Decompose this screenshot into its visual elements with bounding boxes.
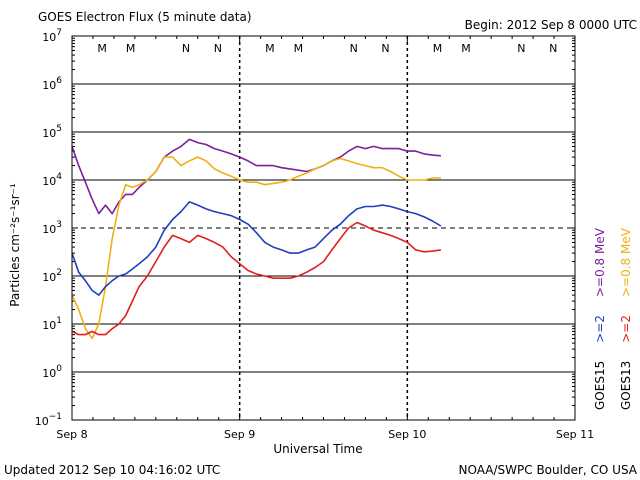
source-label: NOAA/SWPC Boulder, CO USA [459,463,638,477]
mn-marker: N [350,42,358,55]
y-tick-label: 107 [42,28,62,44]
legend-group-0: GOES15 >=2 >=0.8 MeV [593,227,607,410]
x-tick-label: Sep 9 [224,428,255,441]
x-axis-label: Universal Time [273,442,362,456]
y-tick-label: 101 [42,316,62,332]
x-tick-label: Sep 8 [56,428,87,441]
series-line-2 [71,201,442,296]
grid [72,83,575,373]
mn-marker: M [97,42,107,55]
day-separators [238,36,409,420]
legend-entry: >=0.8 MeV [619,227,633,297]
mn-marker: N [517,42,525,55]
legend-entry: >=2 [593,315,607,343]
y-tick-label: 10−1 [35,412,62,428]
legend-entry: >=2 [619,315,633,343]
updated-label: Updated 2012 Sep 10 04:16:02 UTC [4,463,220,477]
series-line-1 [71,156,441,340]
y-axis-label: Particles cm⁻²s⁻¹sr⁻¹ [8,183,22,307]
y-tick-label: 102 [42,268,62,284]
y-tick-labels: 107 106 105 104 103 102 101 100 10−1 [35,28,63,428]
series-lines [71,138,442,340]
y-axis-label-text: Particles cm⁻²s⁻¹sr⁻¹ [8,183,22,307]
y-tick-label: 103 [42,220,62,236]
chart-title: GOES Electron Flux (5 minute data) [38,10,252,24]
series-line-3 [71,221,442,336]
mn-marker: N [182,42,190,55]
legend-group-text: GOES15 >=2 >=0.8 MeV [593,227,607,410]
y-tick-label: 105 [42,124,62,140]
y-tick-label: 106 [42,76,62,92]
plot-frame [71,35,576,421]
y-tick-label: 104 [42,172,62,188]
legend-group-text: GOES13 >=2 >=0.8 MeV [619,227,633,410]
mn-marker: N [214,42,222,55]
mn-marker: M [461,42,471,55]
mn-marker: M [126,42,136,55]
legend: GOES15 >=2 >=0.8 MeV GOES13 >=2 >=0.8 MeV [593,227,633,410]
legend-group-label: GOES13 [619,361,633,410]
legend-group-1: GOES13 >=2 >=0.8 MeV [619,227,633,410]
mn-marker: M [433,42,443,55]
legend-entry: >=0.8 MeV [593,227,607,297]
mn-marker: M [265,42,275,55]
mn-marker: M [294,42,304,55]
y-tick-label: 100 [42,364,62,380]
x-tick-label: Sep 11 [556,428,594,441]
x-tick-label: Sep 10 [388,428,426,441]
mn-marker: N [549,42,557,55]
begin-label: Begin: 2012 Sep 8 0000 UTC [465,18,637,32]
legend-group-label: GOES15 [593,361,607,410]
mn-marker: N [381,42,389,55]
series-line-0 [71,138,441,215]
x-tick-labels: Sep 8 Sep 9 Sep 10 Sep 11 [56,428,594,441]
